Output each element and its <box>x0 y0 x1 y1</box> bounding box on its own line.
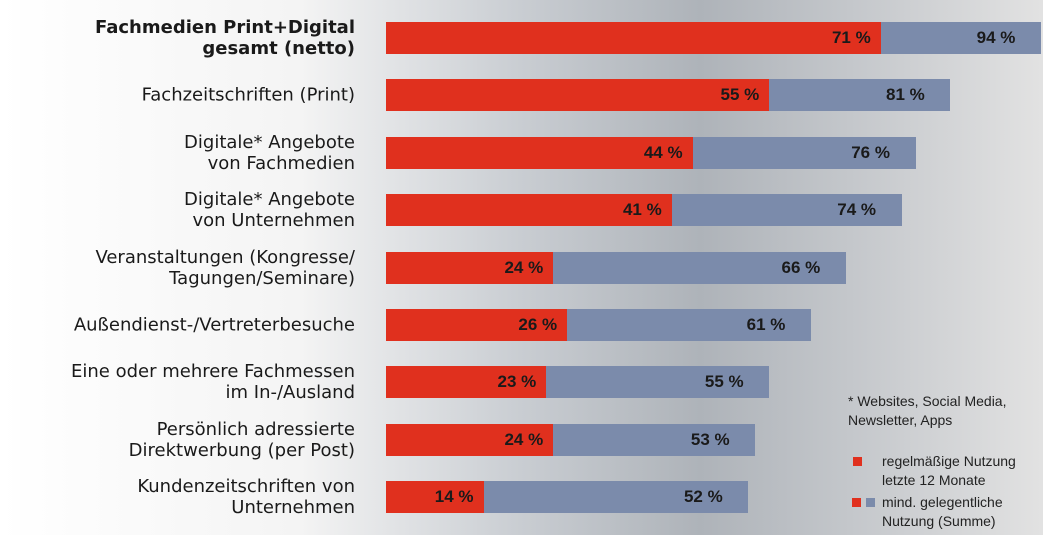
value-label: 24 % <box>504 430 543 450</box>
value-label: 52 % <box>684 487 723 507</box>
legend-swatch <box>852 498 861 507</box>
value-label: 55 % <box>720 85 759 105</box>
legend-swatch <box>853 457 862 466</box>
value-label: 94 % <box>977 28 1016 48</box>
bar <box>386 79 769 111</box>
category-label: Digitale* Angebote von Unternehmen <box>184 189 355 231</box>
category-label: Kundenzeitschriften von Unternehmen <box>137 476 355 518</box>
value-label: 76 % <box>851 143 890 163</box>
value-label: 81 % <box>886 85 925 105</box>
footnote: * Websites, Social Media, Newsletter, Ap… <box>848 392 1006 430</box>
value-label: 24 % <box>504 258 543 278</box>
category-label: Veranstaltungen (Kongresse/ Tagungen/Sem… <box>95 247 355 289</box>
value-label: 41 % <box>623 200 662 220</box>
value-label: 14 % <box>435 487 474 507</box>
legend-label: regelmäßige Nutzung letzte 12 Monate <box>882 452 1016 490</box>
category-label: Eine oder mehrere Fachmessen im In-/Ausl… <box>71 361 355 403</box>
value-label: 23 % <box>498 372 537 392</box>
bar <box>386 22 881 54</box>
value-label: 61 % <box>747 315 786 335</box>
value-label: 66 % <box>782 258 821 278</box>
legend-swatch <box>866 498 875 507</box>
value-label: 71 % <box>832 28 871 48</box>
chart: * Websites, Social Media, Newsletter, Ap… <box>0 0 1043 535</box>
value-label: 44 % <box>644 143 683 163</box>
category-label: Fachzeitschriften (Print) <box>142 85 355 106</box>
category-label: Digitale* Angebote von Fachmedien <box>184 132 355 174</box>
value-label: 55 % <box>705 372 744 392</box>
category-label: Persönlich adressierte Direktwerbung (pe… <box>129 419 355 461</box>
category-label: Außendienst-/Vertreterbesuche <box>74 315 355 336</box>
category-label: Fachmedien Print+Digital gesamt (netto) <box>95 17 355 59</box>
value-label: 53 % <box>691 430 730 450</box>
value-label: 26 % <box>518 315 557 335</box>
legend-label: mind. gelegentliche Nutzung (Summe) <box>882 493 1003 531</box>
value-label: 74 % <box>837 200 876 220</box>
